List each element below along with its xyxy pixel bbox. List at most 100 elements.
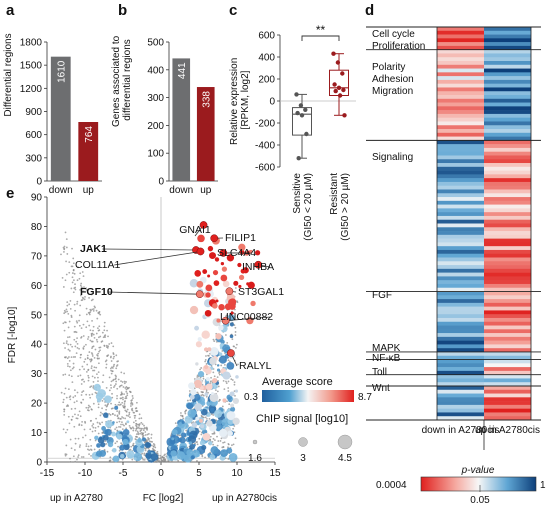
e-point-gray <box>69 398 72 401</box>
e-point-gray <box>234 287 237 289</box>
a-category-down: down <box>49 185 73 196</box>
d-cell-up-11 <box>484 68 531 73</box>
d-category-label-3-0: FGF <box>372 290 392 301</box>
e-point-gray <box>71 345 74 348</box>
e-point-gray <box>193 387 196 390</box>
e-point-blue <box>213 409 223 418</box>
e-point-gray <box>67 343 70 346</box>
e-point-gray <box>78 319 80 322</box>
e-point-gray <box>82 398 85 401</box>
e-point-gray <box>125 381 127 383</box>
e-point-gray <box>68 349 71 352</box>
d-cell-down-98 <box>437 397 484 402</box>
a-ytick-label-5: 1500 <box>20 61 43 72</box>
e-gene-point-fgf10 <box>195 290 204 299</box>
d-cell-up-64 <box>484 268 531 273</box>
e-point-gray <box>79 415 82 418</box>
e-point-gray <box>116 440 118 443</box>
e-point-gray <box>71 247 73 250</box>
e-point-gray <box>101 421 104 424</box>
e-point-gray <box>89 448 92 451</box>
d-cell-up-2 <box>484 34 531 39</box>
d-cell-down-57 <box>437 242 484 247</box>
e-point-gray <box>64 454 67 457</box>
e-point-gray <box>139 432 142 435</box>
d-cell-up-12 <box>484 72 531 77</box>
e-point-gray <box>125 388 128 391</box>
e-point-gray <box>104 404 107 407</box>
d-cell-down-62 <box>437 261 484 266</box>
e-point-gray <box>89 339 92 342</box>
e-point-gray <box>62 398 65 401</box>
d-cell-down-81 <box>437 333 484 338</box>
e-point-mid <box>227 430 233 437</box>
e-point-mid <box>204 364 209 370</box>
e-point-gray <box>89 438 92 441</box>
e-point-gray <box>126 387 129 390</box>
e-point-gray <box>148 440 151 443</box>
e-point-gray <box>75 331 78 334</box>
e-point-gray <box>64 321 67 324</box>
e-point-gray <box>131 395 134 397</box>
e-point-gray <box>68 303 71 306</box>
e-point-gray <box>70 408 73 410</box>
d-cell-up-33 <box>484 151 531 156</box>
e-point-gray <box>91 393 94 396</box>
e-point-gray <box>81 287 84 289</box>
e-point-gray <box>216 435 218 438</box>
e-point-gray <box>134 407 137 410</box>
d-cell-down-67 <box>437 280 484 285</box>
e-point-gray <box>85 287 88 290</box>
e-point-gray <box>82 290 85 293</box>
e-point-blue <box>141 437 146 442</box>
d-cell-up-26 <box>484 125 531 130</box>
e-point-gray <box>135 425 138 428</box>
d-cell-down-4 <box>437 42 484 47</box>
d-cell-up-47 <box>484 204 531 209</box>
e-point-mid <box>201 330 210 339</box>
e-point-gray <box>91 332 94 335</box>
e-point-gray <box>67 313 70 315</box>
d-cell-down-89 <box>437 363 484 368</box>
e-point-gray <box>77 414 80 416</box>
d-cell-up-70 <box>484 291 531 296</box>
d-cell-up-103 <box>484 416 531 421</box>
d-cell-up-91 <box>484 370 531 375</box>
e-point-gray <box>196 459 198 462</box>
c-point-0-6 <box>296 156 301 161</box>
d-cell-down-44 <box>437 193 484 198</box>
d-cell-down-69 <box>437 287 484 292</box>
e-gene-point-slc4a4 <box>219 249 228 257</box>
e-point-gray <box>79 304 82 307</box>
e-points <box>60 231 261 463</box>
e-point-blue <box>99 436 103 440</box>
e-point-gray <box>67 405 70 407</box>
e-gene-leader-col11a1 <box>114 251 201 266</box>
e-point-gray <box>233 381 236 383</box>
e-point-gray <box>141 452 144 455</box>
e-point-gray <box>112 365 115 368</box>
e-point-blue <box>200 401 206 406</box>
e-point-mid <box>222 371 231 380</box>
e-point-gray <box>78 424 81 427</box>
e-point-gray <box>110 380 113 383</box>
e-point-gray <box>80 282 83 285</box>
d-cell-down-2 <box>437 34 484 39</box>
e-point-mid <box>200 424 205 429</box>
e-point-red <box>239 249 245 255</box>
e-point-gray <box>207 354 209 357</box>
e-point-gray <box>124 409 127 412</box>
e-point-gray <box>62 342 65 345</box>
e-point-mid <box>203 347 209 352</box>
e-point-gray <box>234 326 237 329</box>
d-cell-up-48 <box>484 208 531 213</box>
d-legend-max: 1 <box>540 480 546 491</box>
e-point-gray <box>88 324 91 327</box>
c-point-0-3 <box>295 110 300 116</box>
e-point-gray <box>199 368 201 371</box>
d-cell-up-39 <box>484 174 531 179</box>
e-colorbar-legend: Average score 0.3 8.7 <box>244 376 372 403</box>
e-point-blue <box>187 409 197 418</box>
b-category-up: up <box>200 185 212 196</box>
e-point-gray <box>93 356 96 359</box>
